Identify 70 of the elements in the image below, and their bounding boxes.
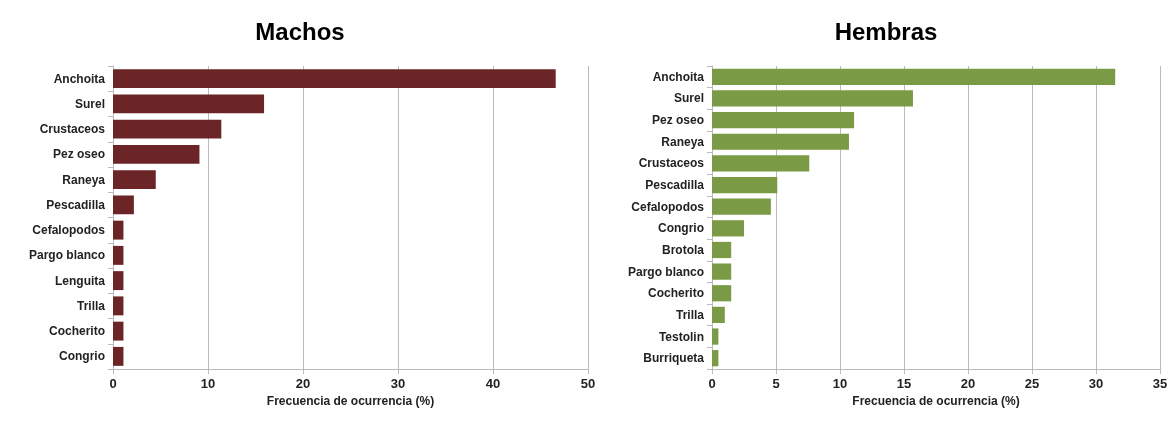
bar xyxy=(712,350,719,367)
x-axis-title: Frecuencia de ocurrencia (%) xyxy=(266,394,435,408)
bar xyxy=(712,220,744,237)
bar xyxy=(712,111,855,129)
x-tick-label: 40 xyxy=(485,376,501,391)
y-tick-label: Congrio xyxy=(59,349,105,364)
x-tick-label: 0 xyxy=(109,376,117,391)
y-tick-label: Cefalopodos xyxy=(631,199,705,214)
x-tick-label: 20 xyxy=(960,376,976,391)
x-tick-label: 35 xyxy=(1152,376,1168,391)
y-tick-label: Surel xyxy=(673,91,704,106)
x-tick-label: 30 xyxy=(390,376,406,391)
y-tick-label: Trilla xyxy=(76,298,106,313)
bar xyxy=(712,133,849,150)
bar xyxy=(712,263,732,280)
y-tick-label: Crustaceos xyxy=(638,156,705,171)
bar xyxy=(712,241,732,259)
x-tick-label: 25 xyxy=(1024,376,1040,391)
y-tick-label: Surel xyxy=(74,96,105,111)
x-tick-label: 30 xyxy=(1088,376,1104,391)
bar xyxy=(113,271,124,291)
bar xyxy=(712,90,913,107)
x-tick-label: 5 xyxy=(772,376,780,391)
y-tick-label: Cefalopodos xyxy=(32,223,106,238)
bar xyxy=(113,94,265,114)
bar xyxy=(113,245,124,265)
y-tick-label: Pez oseo xyxy=(651,113,704,128)
y-tick-label: Congrio xyxy=(658,221,704,236)
y-tick-label: Pargo blanco xyxy=(627,264,704,279)
y-tick-label: Brotola xyxy=(662,242,705,257)
y-tick-label: Crustaceos xyxy=(39,122,106,137)
y-tick-label: Pez oseo xyxy=(52,147,105,162)
y-tick-label: Raneya xyxy=(62,172,106,187)
y-tick-label: Pescadilla xyxy=(46,197,106,212)
bar xyxy=(712,328,719,345)
bar xyxy=(113,144,200,164)
y-tick-label: Trilla xyxy=(675,307,705,322)
y-tick-label: Lenguita xyxy=(55,273,106,288)
x-tick-label: 0 xyxy=(708,376,716,391)
y-tick-label: Testolin xyxy=(658,329,704,344)
x-tick-label: 10 xyxy=(200,376,216,391)
y-tick-label: Burriqueta xyxy=(643,351,705,366)
bar xyxy=(712,285,732,302)
bar xyxy=(712,306,725,324)
bar xyxy=(113,296,124,316)
x-tick-label: 20 xyxy=(295,376,311,391)
y-tick-label: Cocherito xyxy=(48,324,105,339)
bar xyxy=(113,346,124,366)
bar xyxy=(113,119,222,139)
bar xyxy=(113,170,156,190)
bar xyxy=(113,69,556,89)
x-tick-label: 50 xyxy=(580,376,596,391)
chart-title: Hembras xyxy=(834,17,938,45)
y-tick-label: Raneya xyxy=(661,134,705,149)
y-tick-label: Pescadilla xyxy=(645,178,705,193)
y-tick-label: Cocherito xyxy=(647,286,704,301)
bar xyxy=(712,176,778,194)
chart-title: Machos xyxy=(255,17,345,45)
x-tick-label: 10 xyxy=(832,376,848,391)
bar xyxy=(113,195,134,215)
y-tick-label: Pargo blanco xyxy=(28,248,105,263)
bar xyxy=(712,198,771,215)
x-axis-title: Frecuencia de ocurrencia (%) xyxy=(852,394,1020,408)
y-tick-label: Anchoita xyxy=(652,69,705,84)
bar xyxy=(113,220,124,240)
bar xyxy=(712,155,810,172)
bar xyxy=(712,68,1116,85)
y-tick-label: Anchoita xyxy=(53,71,106,86)
x-tick-label: 15 xyxy=(896,376,912,391)
bar xyxy=(113,321,124,341)
